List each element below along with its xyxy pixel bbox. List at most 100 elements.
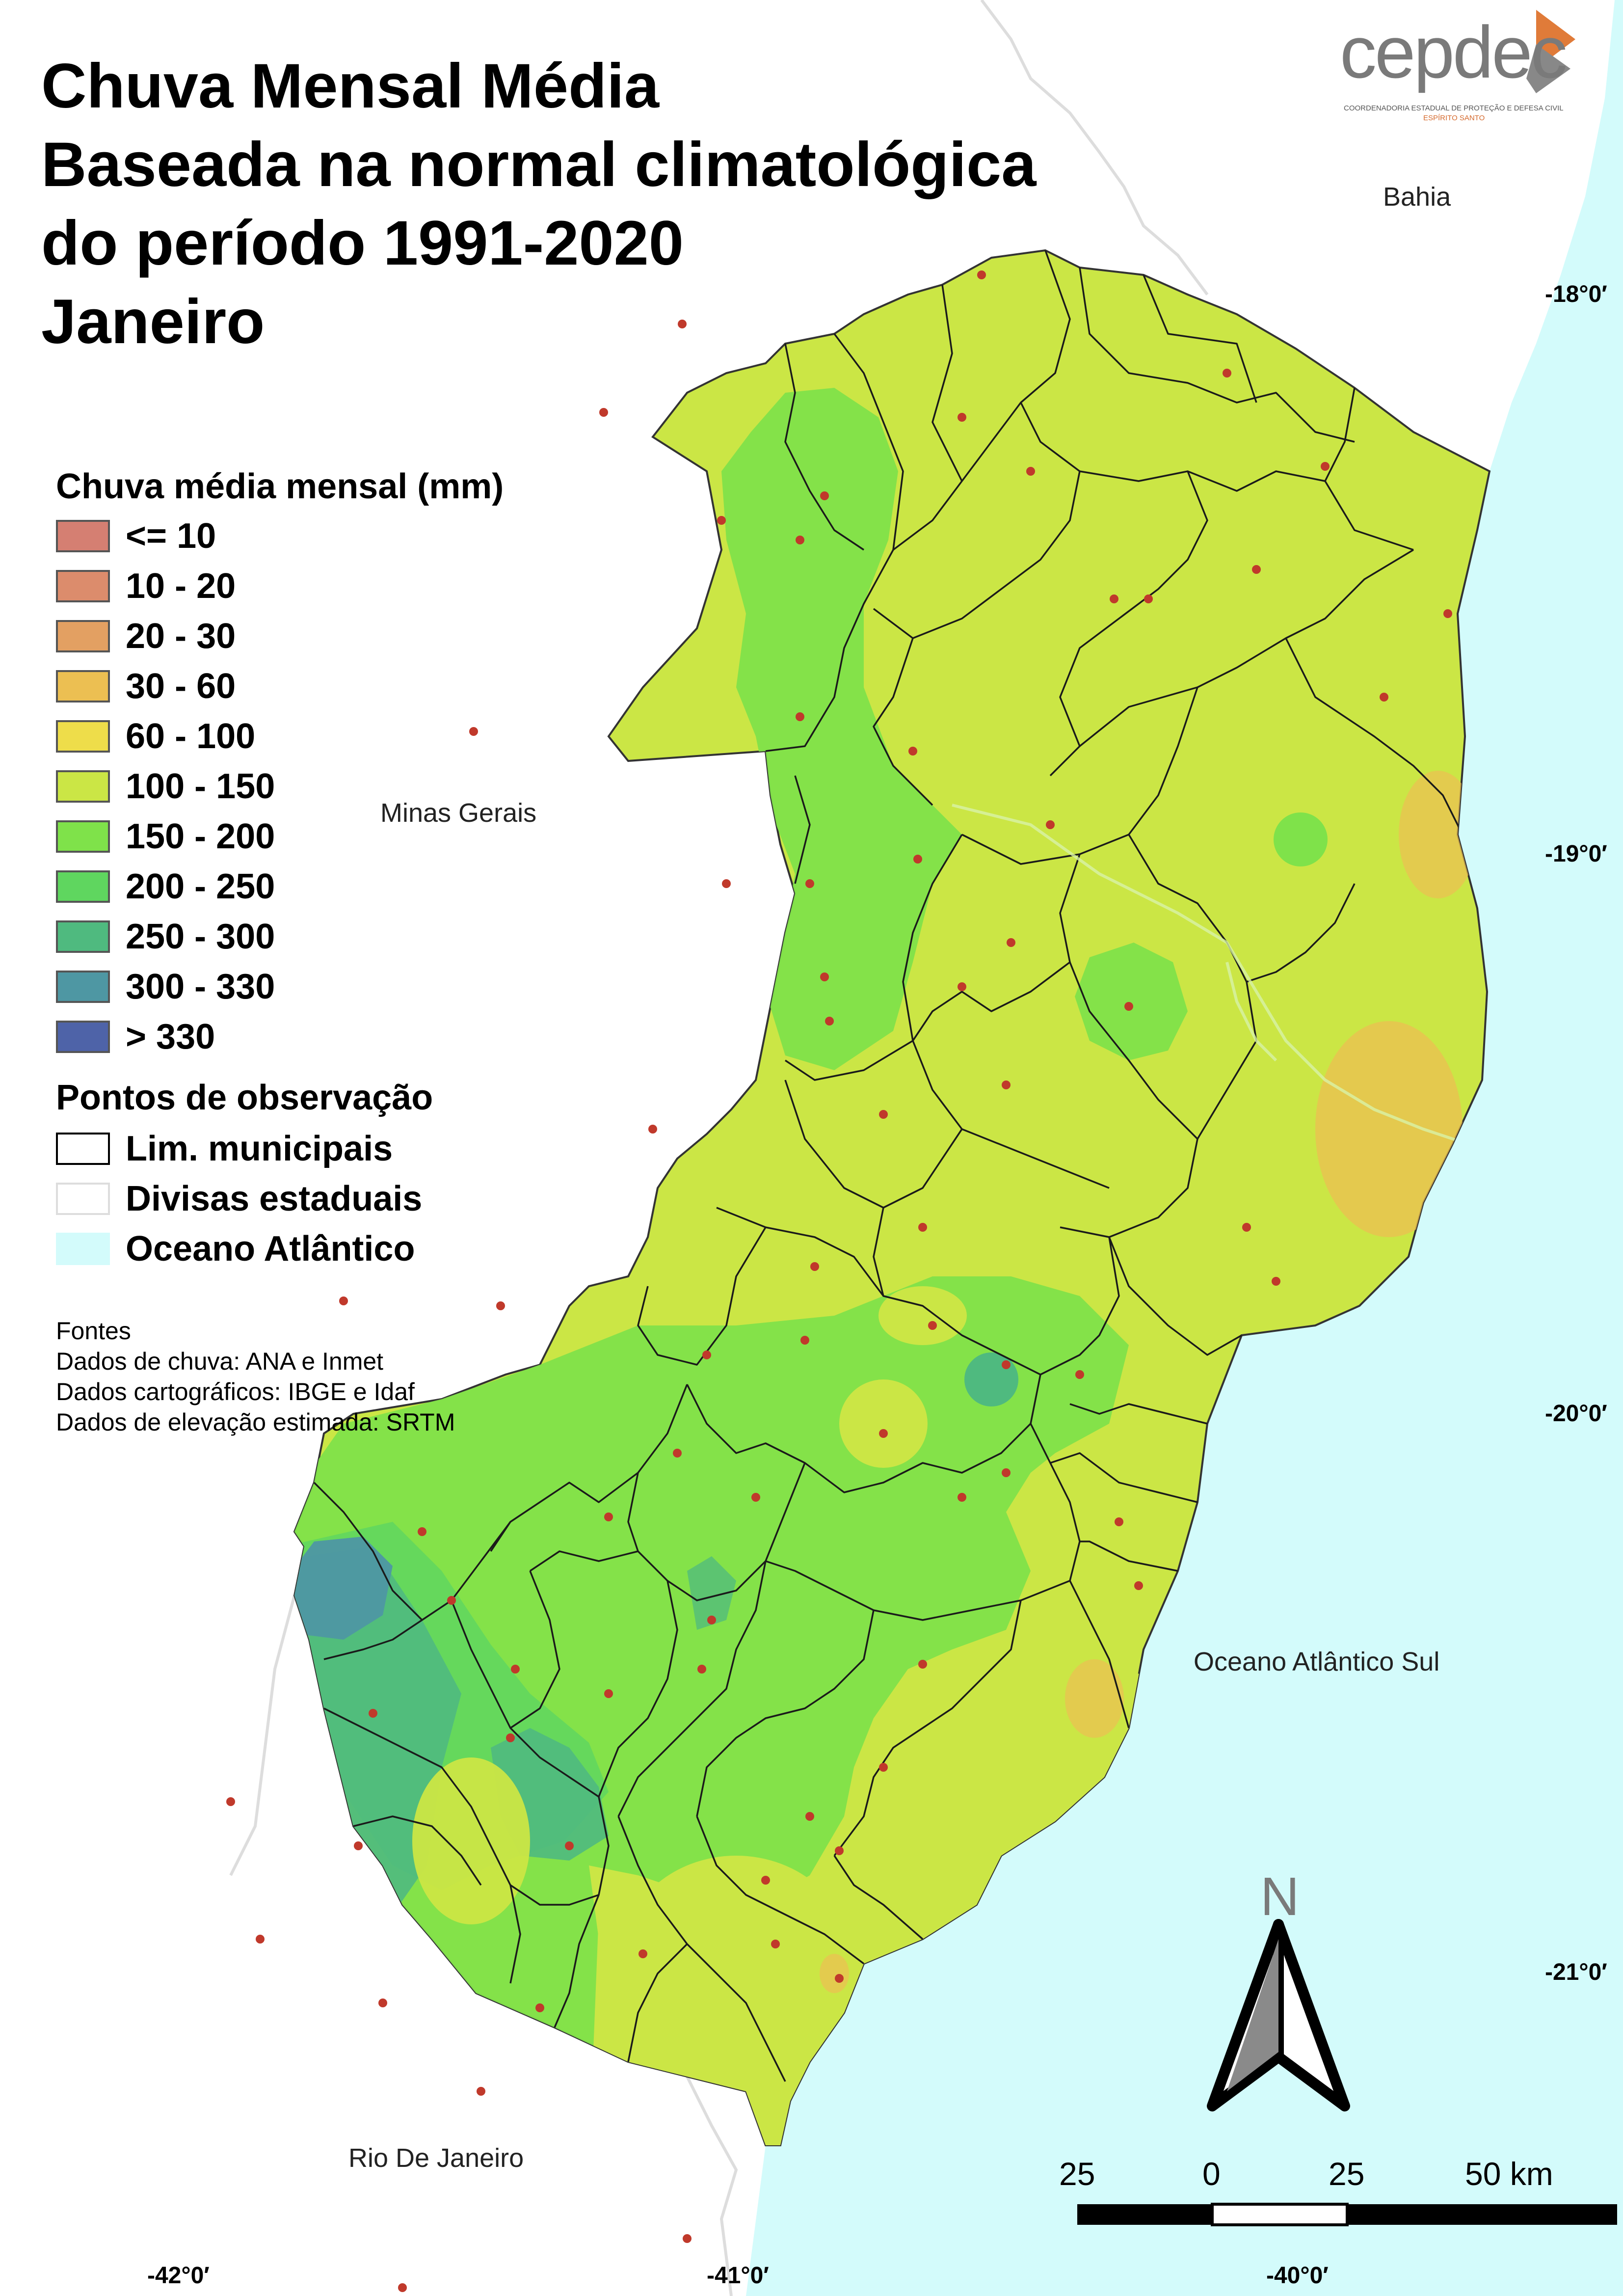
place-rio-de-janeiro: Rio De Janeiro [348, 2143, 524, 2173]
zone-100-150-patch-a [412, 1757, 530, 1924]
legend-class-label: 10 - 20 [126, 567, 236, 606]
legend-overlay-swatch [56, 1133, 110, 1165]
legend-swatch [56, 520, 110, 552]
legend-swatch [56, 570, 110, 602]
cepdec-logo-mark [1526, 10, 1575, 93]
legend-swatch [56, 870, 110, 903]
atlantic-ocean [746, 0, 1623, 2296]
legend-swatch [56, 620, 110, 652]
legend-class-row: 30 - 60 [56, 667, 236, 706]
state-border-bahia [980, 0, 1209, 296]
lon-label-40: -40°0′ [1266, 2263, 1329, 2289]
sources-line-rain: Dados de chuva: ANA e Inmet [56, 1348, 384, 1375]
lat-label-20: -20°0′ [1545, 1401, 1607, 1427]
north-arrow[interactable] [1207, 1919, 1350, 2111]
legend-swatch [56, 720, 110, 753]
north-arrow-label: N [1260, 1866, 1300, 1927]
scale-label-0: 0 [1202, 2156, 1221, 2192]
legend-class-row: 150 - 200 [56, 817, 275, 856]
legend-overlay-swatch [56, 1183, 110, 1215]
sources-heading: Fontes [56, 1317, 131, 1345]
zone-150-200-northwest [721, 388, 962, 1070]
legend-swatch [56, 820, 110, 853]
lat-label-21: -21°0′ [1545, 1959, 1607, 1985]
legend-class-row: 200 - 250 [56, 867, 275, 906]
legend-swatch [56, 1021, 110, 1053]
legend-class-row: > 330 [56, 1017, 215, 1056]
lon-label-42: -42°0′ [147, 2263, 210, 2289]
north-arrow-hatch [1227, 1939, 1278, 2091]
place-minas-gerais: Minas Gerais [380, 798, 537, 828]
zone-30-60-northeast [1399, 771, 1477, 898]
legend-class-row: <= 10 [56, 516, 216, 556]
legend-overlay-label: Oceano Atlântico [126, 1229, 415, 1269]
zone-30-60-southeast [1065, 1659, 1124, 1738]
legend-class-label: 20 - 30 [126, 617, 236, 656]
municipal-boundaries [313, 250, 1463, 2082]
legend-class-label: 60 - 100 [126, 717, 256, 756]
zone-30-60-east [1315, 1021, 1463, 1237]
sources-line-cartography: Dados cartográficos: IBGE e Idaf [56, 1378, 415, 1405]
legend-class-label: 100 - 150 [126, 767, 275, 806]
scale-label-25-left: 25 [1059, 2156, 1095, 2192]
zone-250-300-north [687, 1556, 736, 1630]
map-title-line-2: Baseada na normal climatológica [41, 130, 1037, 200]
legend-overlay-row: Lim. municipais [56, 1129, 393, 1168]
legend-class-row: 100 - 150 [56, 767, 275, 806]
legend-class-row: 60 - 100 [56, 717, 255, 756]
scale-segment-1 [1077, 2204, 1212, 2225]
scale-label-50km: 50 km [1465, 2156, 1553, 2192]
logo-shape-icon [1526, 44, 1570, 93]
legend-overlay-row: Divisas estaduais [56, 1179, 422, 1218]
legend-overlay-title: Pontos de observação [56, 1078, 433, 1117]
logo-wordmark: cepdec [1340, 11, 1568, 93]
legend-swatch [56, 920, 110, 953]
lat-label-18: -18°0′ [1545, 281, 1607, 307]
legend-overlay-row: Oceano Atlântico [56, 1229, 415, 1269]
scale-segment-2 [1211, 2203, 1349, 2226]
legend-class-row: 250 - 300 [56, 917, 275, 956]
map-title-line-4: Janeiro [41, 287, 265, 357]
sources-line-elevation: Dados de elevação estimada: SRTM [56, 1408, 455, 1436]
state-border-minas-south [229, 1595, 296, 1876]
legend-swatch [56, 971, 110, 1003]
zone-100-150-patch-c [878, 1286, 967, 1345]
zone-100-150-patch-b [839, 1379, 928, 1468]
state-border-rio [686, 2076, 738, 2296]
map-title-line-1: Chuva Mensal Média [41, 51, 659, 121]
legend-class-label: 30 - 60 [126, 667, 236, 706]
zone-150-200-central [1075, 943, 1188, 1060]
legend-class-label: 300 - 330 [126, 967, 275, 1006]
legend-overlay-label: Divisas estaduais [126, 1179, 423, 1218]
map-title-line-3: do período 1991-2020 [41, 208, 684, 278]
zone-100-150-south-band [618, 1856, 854, 2072]
lat-label-19: -19°0′ [1545, 841, 1607, 867]
legend-class-label: 200 - 250 [126, 867, 275, 906]
rivers [952, 804, 1468, 1145]
zone-150-200-northeast [1274, 812, 1328, 866]
legend-class-row: 20 - 30 [56, 617, 236, 656]
legend-class-label: > 330 [126, 1017, 215, 1056]
legend-swatch [56, 770, 110, 803]
legend-class-row: 300 - 330 [56, 967, 275, 1006]
legend-overlay-label: Lim. municipais [126, 1129, 393, 1168]
sources-block: Fontes Dados de chuva: ANA e Inmet Dados… [56, 1316, 455, 1437]
logo-subtitle: COORDENADORIA ESTADUAL DE PROTEÇÃO E DEF… [1344, 104, 1564, 112]
legend-overlay-swatch [56, 1233, 110, 1265]
legend-class-label: 150 - 200 [126, 817, 275, 856]
place-ocean: Oceano Atlântico Sul [1194, 1647, 1440, 1676]
scale-segment-3 [1347, 2204, 1617, 2225]
observation-points [226, 270, 1452, 2292]
legend-class-row: 10 - 20 [56, 567, 236, 606]
legend-class-label: 250 - 300 [126, 917, 275, 956]
zone-250-300-spot [964, 1352, 1018, 1406]
legend-class-label: <= 10 [126, 516, 216, 556]
lon-label-41: -41°0′ [707, 2263, 769, 2289]
place-bahia: Bahia [1383, 182, 1451, 212]
legend-swatch [56, 670, 110, 702]
scale-bar [1077, 2203, 1617, 2226]
zone-300-330-west [294, 1537, 393, 1640]
legend-title: Chuva média mensal (mm) [56, 467, 504, 506]
logo-subtitle-state: ESPÍRITO SANTO [1423, 114, 1485, 122]
